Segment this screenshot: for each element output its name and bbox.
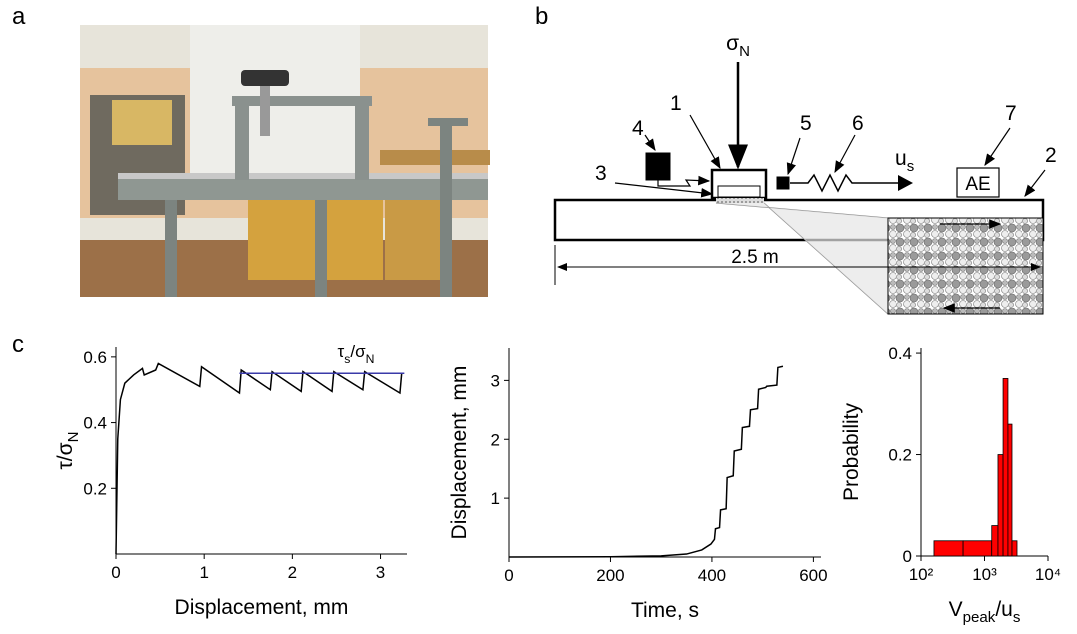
- annotation-sub: s: [344, 352, 350, 366]
- y-axis-title: τ/σN: [54, 431, 82, 469]
- histogram-bar: [997, 454, 1004, 557]
- y-tick-label: 2: [491, 430, 500, 449]
- x-axis-title-part: /u: [995, 598, 1013, 621]
- x-axis-title: Displacement, mm: [175, 596, 349, 619]
- panel-label: a: [12, 3, 26, 30]
- histogram-bar: [1002, 378, 1009, 557]
- x-axis-title-sub: s: [1013, 609, 1021, 626]
- diagram-label: 5: [800, 112, 812, 135]
- line-series: [508, 365, 784, 558]
- length-label: 2.5 m: [731, 247, 779, 268]
- y-axis-title-sub: N: [65, 431, 82, 442]
- diagram-label: 7: [1005, 102, 1017, 125]
- histogram-bar: [991, 525, 999, 557]
- sigma-sub: N: [739, 43, 750, 60]
- y-tick-label: 0: [903, 547, 912, 566]
- x-tick-label: 0: [504, 566, 513, 585]
- x-tick-label: 0: [111, 563, 120, 582]
- diagram-label: 1: [670, 92, 682, 115]
- annotation-part: /σ: [350, 342, 366, 361]
- annotation-sub: N: [366, 352, 375, 366]
- x-tick-label: 400: [698, 566, 726, 585]
- x-tick-label: 3: [376, 563, 385, 582]
- sigma-text: σ: [726, 32, 739, 55]
- y-tick-label: 3: [491, 371, 500, 390]
- y-tick-label: 1: [491, 489, 500, 508]
- diagram: [553, 62, 1046, 315]
- histogram-bar: [1007, 423, 1013, 557]
- x-axis-title-sub: peak: [963, 609, 996, 626]
- x-tick-label: 200: [596, 566, 624, 585]
- x-axis-title-part: V: [949, 598, 963, 621]
- x-tick-label: 1: [199, 563, 208, 582]
- y-tick-label: 0.2: [83, 479, 107, 498]
- us-sub: s: [907, 158, 915, 175]
- histogram-bar: [933, 540, 964, 557]
- x-tick-label: 10³: [972, 565, 997, 584]
- diagram-label: 4: [632, 117, 644, 140]
- x-tick-label: 10⁴: [1035, 565, 1061, 584]
- y-tick-label: 0.6: [83, 348, 107, 367]
- sigma-label: σN: [726, 32, 750, 60]
- y-tick-label: 0.2: [888, 446, 912, 465]
- y-tick-label: 0.4: [888, 344, 912, 363]
- x-axis-title: Vpeak/us: [949, 598, 1021, 626]
- x-axis-title: Time, s: [631, 599, 699, 622]
- us-label: us: [895, 147, 914, 175]
- y-axis-title-part: τ/σ: [54, 442, 77, 469]
- us-text: u: [895, 147, 907, 170]
- diagram-label: 6: [852, 112, 864, 135]
- ae-label: AE: [965, 174, 990, 195]
- histogram-bar: [962, 540, 993, 557]
- y-tick-label: 0.4: [83, 414, 107, 433]
- diagram-label: 3: [595, 162, 607, 185]
- line-series: [115, 362, 403, 555]
- panel-label: c: [12, 331, 24, 358]
- annotation-part: τ: [338, 342, 345, 361]
- x-tick-label: 10²: [909, 565, 934, 584]
- annotation: τs/σN: [338, 342, 375, 366]
- x-tick-label: 2: [288, 563, 297, 582]
- panel-label: b: [535, 3, 548, 30]
- y-axis-title: Displacement, mm: [448, 366, 471, 540]
- photo: [80, 25, 490, 297]
- x-tick-label: 600: [799, 566, 827, 585]
- histogram-bar: [1011, 540, 1018, 557]
- diagram-label: 2: [1045, 144, 1057, 167]
- y-axis-title: Probability: [840, 402, 863, 501]
